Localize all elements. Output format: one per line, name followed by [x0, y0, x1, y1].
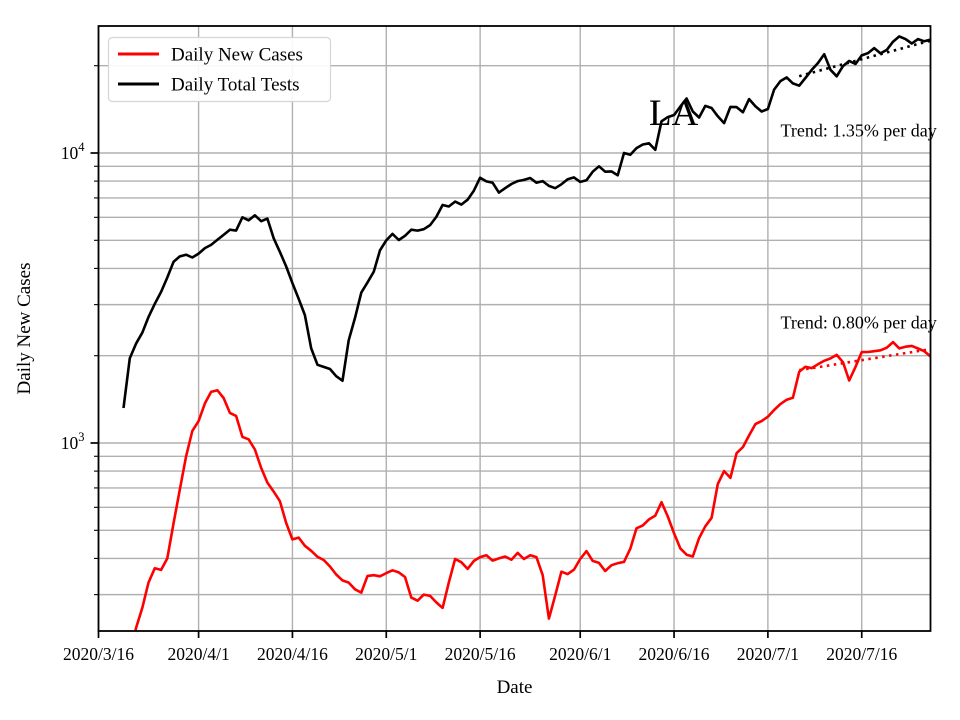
- legend-label-daily-total-tests: Daily Total Tests: [171, 75, 300, 96]
- x-tick-label: 2020/5/16: [445, 644, 516, 664]
- line-daily-total-tests: [122, 35, 931, 409]
- x-tick-label: 2020/7/16: [826, 644, 897, 664]
- x-axis-label: Date: [497, 677, 533, 698]
- legend-box: [107, 36, 332, 103]
- annotation-trend-cases: Trend: 0.80% per day: [780, 313, 936, 333]
- annotation-trend-tests: Trend: 1.35% per day: [780, 120, 936, 140]
- x-tick-label: 2020/4/1: [167, 644, 229, 664]
- y-axis-label: Daily New Cases: [14, 263, 35, 395]
- trend-line-daily-new-cases-trend-0-80-per-day: [798, 347, 931, 372]
- y-tick-label: 104: [61, 140, 86, 163]
- x-tick-label: 2020/6/16: [639, 644, 710, 664]
- x-tick-label: 2020/6/1: [549, 644, 611, 664]
- annotation-la: LA: [649, 93, 699, 134]
- trend-line-daily-total-tests-trend-1-35-per-day: [798, 39, 931, 78]
- x-tick-label: 2020/7/1: [737, 644, 799, 664]
- x-tick-label: 2020/5/1: [355, 644, 417, 664]
- plot-border: [97, 25, 932, 632]
- y-tick-label: 103: [61, 430, 85, 453]
- grid: [97, 26, 931, 631]
- x-tick-label: 2020/3/16: [63, 644, 134, 664]
- line-daily-new-cases: [134, 340, 931, 631]
- x-tick-label: 2020/4/16: [257, 644, 328, 664]
- legend-label-daily-new-cases: Daily New Cases: [171, 45, 303, 66]
- legend: Daily New Cases Daily Total Tests: [107, 36, 332, 103]
